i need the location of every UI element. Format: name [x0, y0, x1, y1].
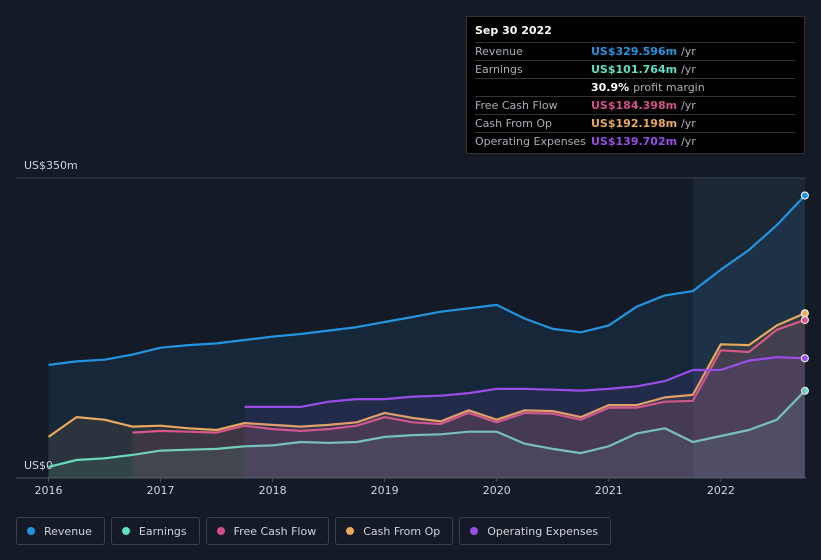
tooltip-label: Operating Expenses	[475, 135, 586, 148]
legend-label: Revenue	[44, 524, 92, 538]
tooltip: Sep 30 2022 Revenue US$329.596m/yr Earning…	[466, 16, 805, 154]
highlight-band	[693, 178, 805, 478]
tooltip-value: US$139.702m	[591, 135, 678, 148]
legend-dot	[470, 527, 479, 535]
end-point	[800, 309, 809, 318]
legend-label: Operating Expenses	[487, 524, 599, 538]
tooltip-row: Revenue US$329.596m/yr	[475, 42, 796, 60]
legend-dot	[346, 527, 355, 535]
end-point	[800, 354, 809, 363]
chart: US$0 US$350m 2016 2017 2018 2019 2020 2021 2022	[16, 159, 809, 497]
tooltip-label: Cash From Op	[475, 117, 553, 130]
area	[48, 313, 805, 478]
legend-dot	[27, 527, 35, 535]
tooltip-suffix: profit margin	[633, 81, 705, 94]
legend-label: Cash From Op	[363, 524, 441, 538]
tooltip-date: Sep 30 2022	[475, 24, 552, 37]
tooltip-row: Cash From Op US$192.198m/yr	[475, 114, 796, 132]
tooltip-value: US$184.398m	[591, 99, 678, 112]
legend-item[interactable]: Earnings	[110, 517, 200, 545]
tooltip-row: Operating Expenses US$139.702m/yr	[475, 132, 796, 150]
line	[132, 318, 806, 434]
x-tick-label: 2018	[259, 484, 287, 497]
legend-label: Earnings	[138, 524, 187, 538]
legend-dot	[121, 527, 130, 535]
legend: Revenue Earnings Free Cash Flow Cash From O…	[16, 517, 612, 545]
area	[48, 390, 805, 478]
area	[244, 357, 805, 478]
x-tick-label: 2021	[595, 484, 623, 497]
line	[48, 194, 806, 366]
tooltip-row: Free Cash Flow US$184.398m/yr	[475, 96, 796, 114]
x-tick-label: 2020	[483, 484, 511, 497]
tooltip-value: US$101.764m	[591, 63, 678, 76]
line	[244, 356, 805, 408]
legend-label: Free Cash Flow	[233, 524, 317, 538]
y-tick-label: US$0	[24, 459, 53, 472]
line	[47, 312, 806, 438]
tooltip-value: 30.9%	[591, 81, 630, 94]
end-point	[800, 386, 809, 395]
x-tick-label: 2019	[371, 484, 399, 497]
tooltip-value: US$329.596m	[591, 45, 678, 58]
tooltip-suffix: /yr	[681, 63, 696, 76]
x-tick-label: 2022	[707, 484, 735, 497]
legend-item[interactable]: Revenue	[16, 517, 105, 545]
tooltip-value: US$192.198m	[591, 117, 678, 130]
tooltip-suffix: /yr	[681, 45, 696, 58]
tooltip-label: Free Cash Flow	[475, 99, 558, 112]
tooltip-suffix: /yr	[681, 117, 696, 130]
legend-item[interactable]: Cash From Op	[335, 517, 454, 545]
legend-item[interactable]: Operating Expenses	[459, 517, 612, 545]
tooltip-label: Earnings	[475, 63, 523, 76]
line	[48, 390, 806, 468]
area	[132, 319, 805, 478]
x-tick-label: 2017	[147, 484, 175, 497]
y-tick-label: US$350m	[24, 159, 78, 172]
end-point	[800, 191, 809, 200]
x-tick-label: 2016	[34, 484, 62, 497]
tooltip-label: Revenue	[475, 45, 523, 58]
tooltip-row: 30.9% profit margin	[475, 78, 796, 96]
tooltip-suffix: /yr	[681, 135, 696, 148]
tooltip-suffix: /yr	[681, 99, 696, 112]
tooltip-row: Earnings US$101.764m/yr	[475, 60, 796, 78]
legend-dot	[216, 527, 225, 535]
legend-item[interactable]: Free Cash Flow	[205, 517, 330, 545]
